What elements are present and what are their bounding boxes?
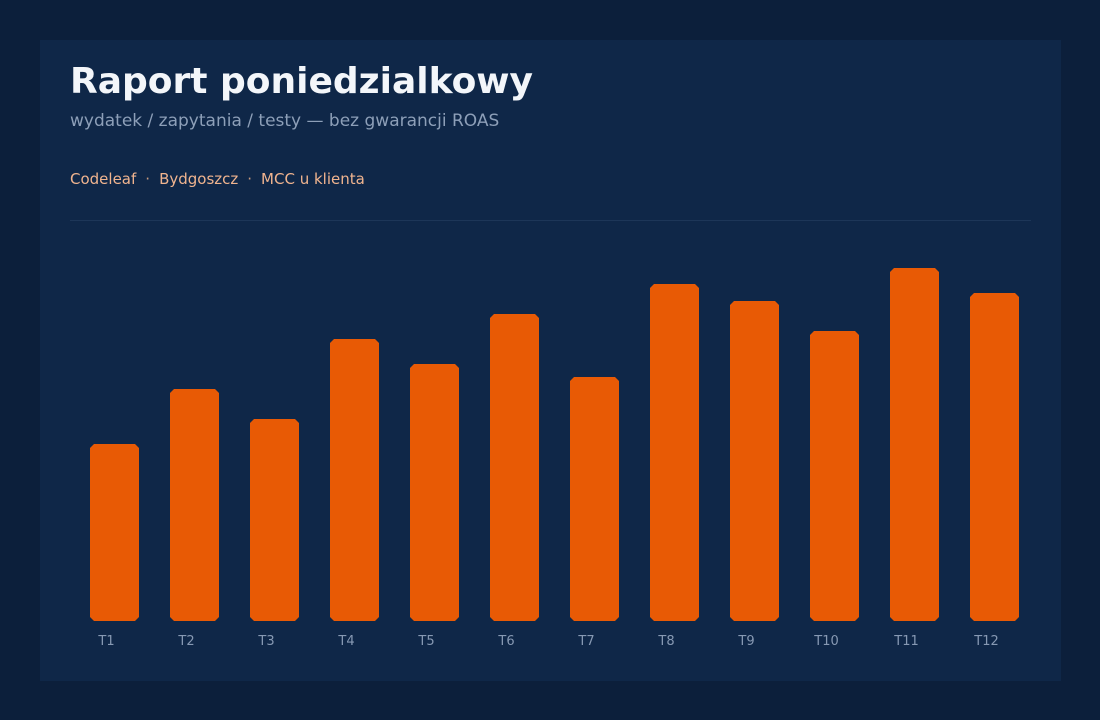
bar-t7	[570, 377, 619, 621]
x-tick-label-t2: T2	[177, 634, 194, 649]
bar-t8	[650, 284, 699, 621]
bar-t10	[810, 331, 859, 621]
tag-company: Codeleaf	[70, 170, 137, 188]
x-tick-label-t1: T1	[97, 634, 114, 649]
bar-t5	[410, 364, 459, 621]
tag-account: MCC u klienta	[261, 170, 365, 188]
x-tick-label-t4: T4	[337, 634, 354, 649]
x-tick-label-t6: T6	[497, 634, 514, 649]
tag-line: Codeleaf · Bydgoszcz · MCC u klienta	[70, 169, 365, 189]
x-tick-label-t9: T9	[737, 634, 754, 649]
tag-city: Bydgoszcz	[159, 170, 239, 188]
bar-t6	[490, 314, 539, 621]
bar-t9	[730, 301, 779, 621]
bar-t12	[970, 293, 1019, 621]
x-tick-label-t5: T5	[417, 634, 434, 649]
bar-t4	[330, 339, 379, 621]
x-tick-label-t10: T10	[813, 634, 838, 649]
bar-t11	[890, 268, 939, 621]
tag-separator: ·	[247, 170, 253, 188]
x-tick-label-t11: T11	[893, 634, 918, 649]
x-tick-label-t7: T7	[577, 634, 594, 649]
header-divider	[70, 220, 1031, 221]
bar-t1	[90, 444, 139, 621]
x-tick-label-t8: T8	[657, 634, 674, 649]
tag-separator: ·	[145, 170, 151, 188]
x-tick-label-t12: T12	[973, 634, 998, 649]
bar-t2	[170, 389, 219, 621]
report-panel: Raport poniedzialkowy wydatek / zapytani…	[40, 40, 1061, 681]
bar-chart: T1 T2 T3 T4 T5 T6 T7 T8 T9 T10 T11 T12	[90, 268, 1019, 649]
page-title: Raport poniedzialkowy	[70, 61, 534, 102]
page-subtitle: wydatek / zapytania / testy — bez gwaran…	[70, 111, 500, 131]
bar-t3	[250, 419, 299, 621]
x-tick-label-t3: T3	[257, 634, 274, 649]
